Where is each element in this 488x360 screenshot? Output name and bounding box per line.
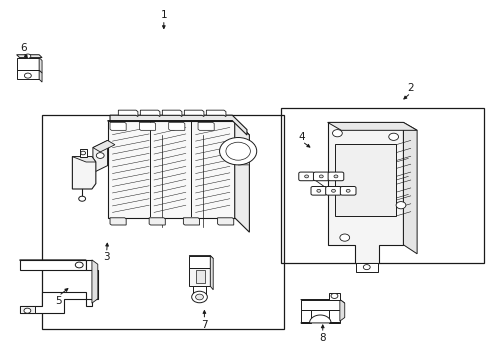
Circle shape — [332, 130, 342, 137]
Polygon shape — [210, 256, 213, 290]
Polygon shape — [17, 70, 39, 79]
Circle shape — [388, 133, 398, 140]
Polygon shape — [162, 110, 182, 117]
FancyBboxPatch shape — [310, 186, 326, 195]
Circle shape — [333, 175, 337, 178]
Circle shape — [339, 234, 349, 241]
Polygon shape — [110, 218, 126, 225]
Polygon shape — [20, 260, 90, 264]
Circle shape — [79, 196, 85, 201]
Circle shape — [395, 202, 405, 209]
Polygon shape — [184, 110, 203, 117]
Polygon shape — [39, 70, 42, 82]
Polygon shape — [17, 55, 42, 58]
Text: 4: 4 — [298, 132, 305, 142]
Polygon shape — [234, 121, 249, 232]
Polygon shape — [327, 122, 416, 130]
Polygon shape — [192, 286, 206, 295]
Text: 8: 8 — [319, 333, 325, 343]
Polygon shape — [110, 122, 126, 130]
Circle shape — [330, 293, 337, 298]
Polygon shape — [189, 256, 210, 268]
Polygon shape — [300, 310, 311, 323]
Circle shape — [24, 73, 31, 78]
Polygon shape — [107, 121, 249, 135]
Polygon shape — [334, 144, 395, 216]
Text: 6: 6 — [20, 42, 27, 53]
Polygon shape — [20, 260, 98, 313]
Polygon shape — [355, 263, 377, 272]
Polygon shape — [110, 115, 246, 135]
Circle shape — [304, 175, 308, 178]
Bar — [281, 108, 483, 263]
Polygon shape — [80, 149, 87, 157]
Circle shape — [195, 294, 203, 300]
Circle shape — [25, 54, 31, 58]
Polygon shape — [195, 270, 205, 283]
Polygon shape — [93, 140, 115, 152]
Text: 2: 2 — [407, 83, 413, 93]
Polygon shape — [72, 157, 96, 189]
Bar — [41, 115, 283, 329]
Text: 3: 3 — [103, 252, 110, 262]
Circle shape — [363, 265, 369, 270]
Polygon shape — [183, 218, 199, 225]
Polygon shape — [139, 122, 155, 130]
Polygon shape — [17, 58, 39, 70]
Circle shape — [24, 308, 31, 313]
Polygon shape — [149, 218, 165, 225]
Circle shape — [219, 138, 256, 165]
Circle shape — [75, 262, 83, 268]
Polygon shape — [39, 58, 42, 73]
Polygon shape — [92, 260, 98, 303]
Polygon shape — [168, 122, 184, 130]
Polygon shape — [20, 306, 35, 313]
Polygon shape — [189, 256, 213, 258]
Circle shape — [96, 153, 104, 158]
Text: 5: 5 — [55, 296, 62, 306]
FancyBboxPatch shape — [325, 186, 341, 195]
Circle shape — [316, 189, 320, 192]
Polygon shape — [107, 121, 234, 218]
FancyBboxPatch shape — [298, 172, 314, 181]
Polygon shape — [189, 268, 210, 286]
Polygon shape — [198, 122, 214, 130]
FancyBboxPatch shape — [340, 186, 355, 195]
Circle shape — [331, 189, 335, 192]
Polygon shape — [339, 300, 344, 321]
Text: 7: 7 — [201, 320, 207, 330]
Polygon shape — [300, 300, 339, 310]
Polygon shape — [217, 218, 233, 225]
Polygon shape — [328, 310, 339, 323]
Circle shape — [319, 175, 323, 178]
Circle shape — [346, 189, 349, 192]
FancyBboxPatch shape — [327, 172, 343, 181]
Polygon shape — [300, 300, 344, 303]
Polygon shape — [403, 122, 416, 254]
Polygon shape — [72, 157, 96, 162]
Polygon shape — [327, 122, 403, 263]
Polygon shape — [238, 138, 249, 165]
Polygon shape — [300, 315, 339, 323]
Circle shape — [225, 142, 250, 160]
Text: 1: 1 — [160, 10, 167, 20]
Polygon shape — [118, 110, 138, 117]
Polygon shape — [93, 140, 107, 173]
Polygon shape — [206, 110, 225, 117]
Circle shape — [191, 291, 207, 303]
Circle shape — [81, 151, 85, 155]
Polygon shape — [20, 260, 85, 270]
Polygon shape — [140, 110, 160, 117]
FancyBboxPatch shape — [313, 172, 328, 181]
Polygon shape — [328, 293, 339, 300]
